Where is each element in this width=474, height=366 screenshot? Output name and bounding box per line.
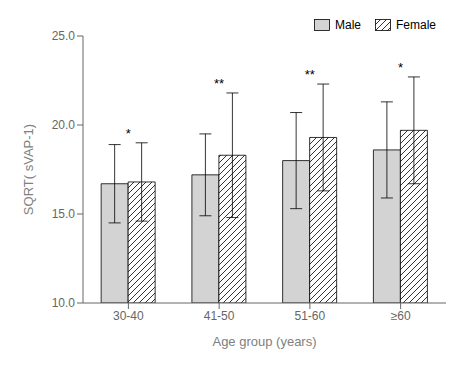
svg-text:10.0: 10.0 bbox=[52, 296, 76, 310]
svg-text:≥60: ≥60 bbox=[391, 309, 411, 323]
svg-text:*: * bbox=[398, 60, 403, 75]
svg-text:20.0: 20.0 bbox=[52, 118, 76, 132]
svg-text:51-60: 51-60 bbox=[295, 309, 326, 323]
svg-text:*: * bbox=[126, 126, 131, 141]
svg-text:25.0: 25.0 bbox=[52, 29, 76, 43]
svg-text:41-50: 41-50 bbox=[204, 309, 235, 323]
html-text:Female: Female bbox=[396, 18, 436, 32]
html-text:Male: Male bbox=[335, 18, 361, 32]
svg-text:Age group (years): Age group (years) bbox=[212, 334, 316, 349]
svg-text:SQRT( sVAP-1): SQRT( sVAP-1) bbox=[21, 124, 36, 215]
svg-text:15.0: 15.0 bbox=[52, 207, 76, 221]
svg-text:**: ** bbox=[214, 76, 224, 91]
svg-text:30-40: 30-40 bbox=[113, 309, 144, 323]
svg-text:**: ** bbox=[305, 67, 315, 82]
